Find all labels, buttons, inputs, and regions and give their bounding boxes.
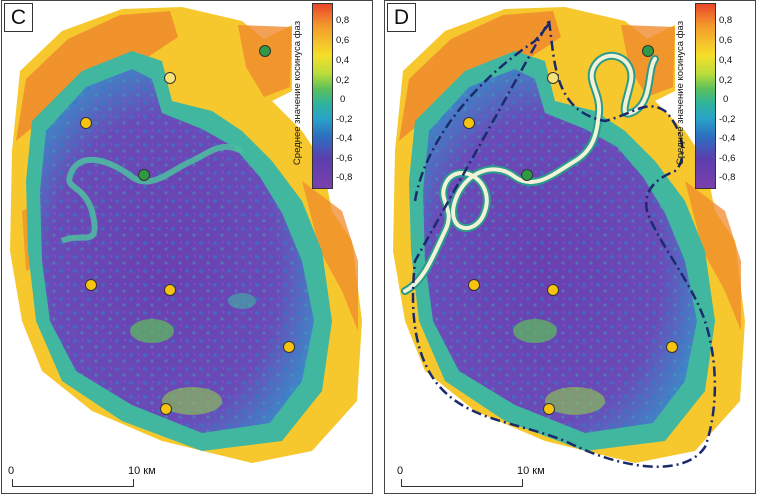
well-marker (463, 117, 475, 129)
well-marker (164, 284, 176, 296)
well-marker (543, 403, 555, 415)
colorbar (312, 3, 333, 189)
well-marker (547, 72, 559, 84)
scale-start: 0 (397, 465, 404, 477)
legend-tick: 0 (340, 94, 346, 105)
scale-bar: 0 10 км (397, 465, 567, 493)
legend-tick: -0,6 (336, 153, 353, 164)
legend-tick: -0,2 (336, 114, 353, 125)
legend-tick: 0,4 (336, 55, 350, 66)
panel-label: D (387, 3, 416, 32)
well-marker (259, 45, 271, 57)
seismic-attribute-map-interpreted (393, 7, 745, 468)
well-marker (521, 169, 533, 181)
well-marker (138, 169, 150, 181)
panel-label: C (4, 3, 33, 32)
well-marker (160, 403, 172, 415)
legend-tick: 0,8 (336, 15, 350, 26)
interpreted-boundary (411, 17, 717, 468)
scale-line (401, 479, 523, 487)
scale-bar: 0 10 км (8, 465, 178, 493)
legend-tick: 0,2 (719, 75, 733, 86)
well-marker (666, 341, 678, 353)
well-marker (468, 279, 480, 291)
legend-tick: 0,8 (719, 15, 733, 26)
legend-title: Среднее значение косинуса фаз (292, 20, 303, 166)
legend-title: Среднее значение косинуса фаз (675, 20, 686, 166)
well-marker (642, 45, 654, 57)
legend-tick: 0,4 (719, 55, 733, 66)
colorbar (695, 3, 716, 189)
well-marker (283, 341, 295, 353)
map-panel-d: D Среднее значение косинуса фаз 0,8 0,6 … (384, 0, 756, 494)
legend-tick: -0,8 (719, 172, 736, 183)
legend-tick: 0 (723, 94, 729, 105)
scale-start: 0 (8, 465, 15, 477)
legend-tick: -0,4 (719, 133, 736, 144)
well-marker (80, 117, 92, 129)
channel-trace (60, 143, 244, 244)
scale-end: 10 км (517, 465, 545, 477)
color-legend: Среднее значение косинуса фаз 0,8 0,6 0,… (292, 3, 364, 191)
legend-tick: -0,8 (336, 172, 353, 183)
legend-tick: 0,2 (336, 75, 350, 86)
legend-tick: 0,6 (336, 35, 350, 46)
scale-end: 10 км (128, 465, 156, 477)
legend-tick: -0,6 (719, 153, 736, 164)
well-marker (547, 284, 559, 296)
well-marker (85, 279, 97, 291)
legend-tick: 0,6 (719, 35, 733, 46)
well-marker (164, 72, 176, 84)
legend-tick: -0,2 (719, 114, 736, 125)
legend-tick: -0,4 (336, 133, 353, 144)
interpreted-channel (401, 51, 659, 295)
seismic-attribute-map (10, 7, 362, 463)
color-legend: Среднее значение косинуса фаз 0,8 0,6 0,… (675, 3, 747, 191)
scale-line (12, 479, 134, 487)
map-panel-c: C Среднее значение косинуса фаз 0,8 0,6 … (1, 0, 373, 494)
